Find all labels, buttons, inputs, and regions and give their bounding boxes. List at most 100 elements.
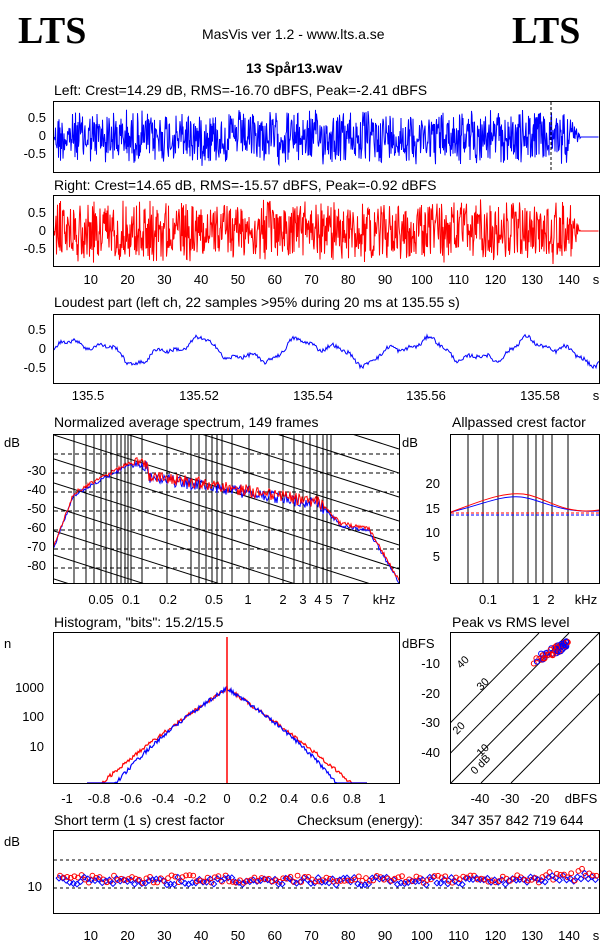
histogram-title: Histogram, "bits": 15.2/15.5 [54, 614, 224, 630]
crest-left-point-112 [458, 880, 466, 888]
allpass-xtick-0: 0.1 [478, 592, 498, 607]
crest-right-point-29 [161, 878, 168, 884]
crest-right-point-94 [395, 874, 402, 881]
spectrum-xtick-8: 5 [325, 592, 333, 607]
allpass-ytick-3: 5 [432, 549, 440, 564]
histogram-svg [87, 637, 367, 783]
logo-right: LTS [512, 10, 581, 52]
allpass-ylabel: dB [402, 435, 418, 450]
time-xtick-8: 90 [377, 272, 393, 287]
crest-right-point-47 [226, 878, 233, 885]
loudest-xtick-3: 135.56 [406, 388, 446, 403]
crest-right-point-107 [442, 873, 449, 880]
histogram-xtick-8: 0.6 [310, 791, 330, 806]
crest-right-point-35 [183, 872, 189, 879]
peakrms-point-11 [530, 660, 537, 667]
crest-right-point-119 [485, 878, 492, 885]
crest-right-point-2 [64, 874, 71, 880]
crest-time-xtick-5: 60 [267, 928, 282, 943]
crest-right-point-142 [568, 870, 575, 877]
checksum-label: Checksum (energy): [297, 812, 424, 828]
peakrms-point-52 [554, 648, 561, 655]
crest-right-point-42 [208, 879, 215, 886]
spectrum-slope-3 [278, 435, 399, 474]
peakrms-diag-label-4: 0 dB [469, 753, 493, 777]
loudest-xtick-unit: s [592, 388, 600, 403]
peakrms-point-51 [554, 644, 561, 651]
allpass-xtick-unit: kHz [574, 592, 598, 607]
histogram-xtick-2: -0.6 [119, 791, 143, 806]
spectrum-plot [53, 434, 400, 584]
left-ytick-2: -0.5 [23, 146, 46, 161]
crest-right-point-36 [186, 872, 193, 879]
histogram-ytick-1: 100 [22, 709, 44, 724]
time-xtick-0: 10 [83, 272, 99, 287]
peakrms-xtick-0: -40 [470, 791, 490, 806]
crest-right-point-37 [190, 872, 197, 879]
time-xtick-9: 100 [410, 272, 433, 287]
spectrum-slope-4 [202, 435, 399, 498]
time-xtick-14: s [592, 272, 600, 287]
crest-right-point-66 [294, 872, 301, 879]
time-xtick-5: 60 [267, 272, 282, 287]
right-ytick-1: 0 [38, 223, 46, 238]
peakrms-point-45 [541, 655, 548, 662]
crest-right-point-30 [165, 875, 171, 882]
spectrum-slope-8 [54, 482, 370, 583]
crest-time-xtick-14: s [592, 928, 600, 943]
peakrms-diag-3 [480, 662, 599, 783]
crest-time-xtick-6: 70 [304, 928, 319, 943]
allpass-right-curve [451, 493, 599, 513]
crest-right-point-109 [449, 879, 456, 886]
peakrms-point-56 [544, 649, 550, 656]
peakrms-point-58 [562, 638, 569, 645]
spectrum-xtick-2: 0.2 [158, 592, 178, 607]
crest-left-point-41 [203, 878, 211, 886]
peakrms-point-42 [557, 648, 564, 655]
peakrms-ytick-1: -20 [421, 686, 440, 701]
allpass-ytick-1: 15 [425, 501, 440, 516]
crest-time-xtick-10: 110 [448, 928, 470, 943]
crest-time-xtick-3: 40 [193, 928, 209, 943]
loudest-part-trace [54, 333, 599, 370]
loudest-xtick-1: 135.52 [179, 388, 219, 403]
left-ytick-1: 0 [38, 128, 46, 143]
left-waveform-svg [54, 102, 599, 172]
crest-right-point-56 [258, 875, 265, 881]
crest-right-point-18 [121, 877, 128, 884]
crest-right-point-149 [593, 872, 599, 879]
crest-right-point-82 [352, 876, 359, 883]
crest-left-point-106 [437, 879, 445, 887]
file-title: 13 Spår13.wav [246, 60, 343, 76]
right-channel-title: Right: Crest=14.65 dB, RMS=-15.57 dBFS, … [54, 177, 437, 193]
crest-right-point-132 [532, 875, 539, 881]
histogram-xtick-4: -0.2 [183, 791, 207, 806]
crest-time-xtick-7: 80 [341, 928, 356, 943]
spectrum-xtick-6: 3 [299, 592, 307, 607]
spectrum-ytick-2: -50 [27, 501, 46, 516]
crest-right-point-31 [168, 872, 175, 879]
peakrms-point-57 [545, 651, 552, 658]
peakrms-title: Peak vs RMS level [452, 614, 570, 630]
spectrum-ytick-1: -40 [27, 482, 46, 497]
crest-right-point-80 [345, 877, 351, 884]
time-xtick-7: 80 [341, 272, 356, 287]
crest-right-point-10 [93, 875, 99, 881]
spectrum-xtick-4: 1 [244, 592, 252, 607]
left-waveform-trace [54, 109, 599, 167]
logo-left: LTS [18, 10, 87, 52]
crest-right-point-77 [334, 878, 341, 884]
crest-right-point-114 [467, 872, 474, 879]
left-ytick-0: 0.5 [27, 110, 46, 125]
crest-time-xtick-4: 50 [230, 928, 246, 943]
time-xtick-4: 50 [230, 272, 246, 287]
crest-time-xtick-11: 120 [484, 928, 507, 943]
crest-left-point-62 [278, 880, 286, 888]
crest-left-point-124 [501, 880, 509, 888]
peakrms-diag-label-1: 30 [475, 676, 492, 693]
peakrms-diag-label-0: 40 [455, 654, 472, 671]
spectrum-title: Normalized average spectrum, 149 frames [54, 414, 319, 430]
crest-ylabel: dB [4, 834, 20, 849]
spectrum-xtick-3: 0.5 [204, 592, 224, 607]
histogram-xtick-6: 0.2 [248, 791, 268, 806]
